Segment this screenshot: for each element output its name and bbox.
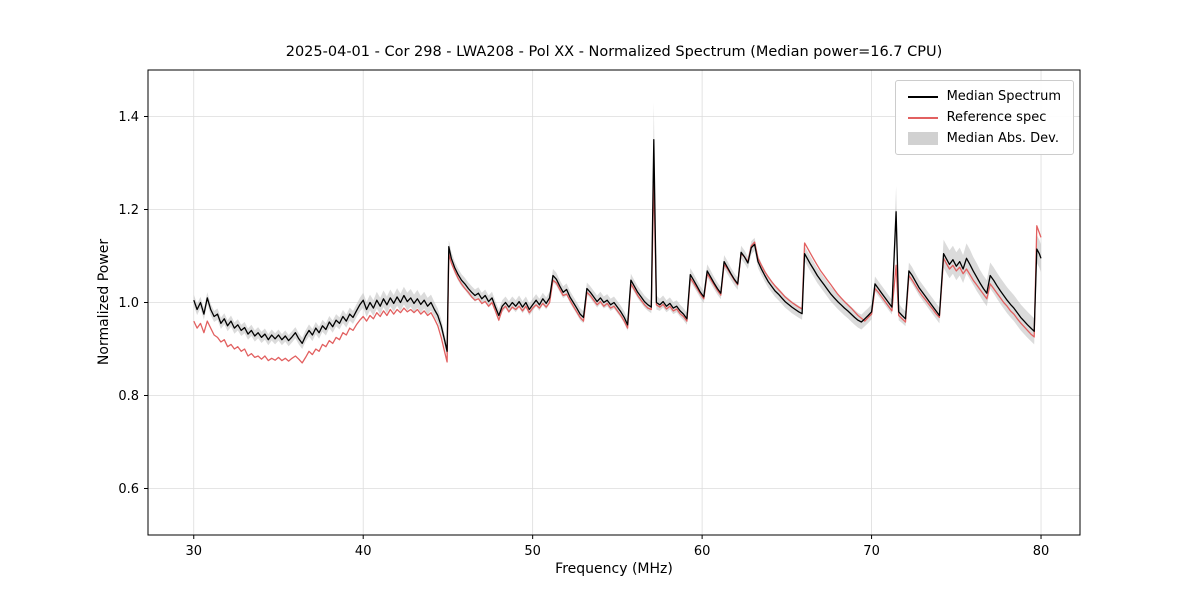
legend-label-median-abs-dev: Median Abs. Dev. xyxy=(946,131,1060,146)
mad-band-swatch xyxy=(907,132,938,145)
legend-item-median-spectrum: Median Spectrum xyxy=(907,89,1061,104)
y-tick-label: 1.0 xyxy=(118,296,139,311)
legend-item-reference-spec: Reference spec xyxy=(907,110,1061,125)
legend-label-median-spectrum: Median Spectrum xyxy=(946,89,1061,104)
x-tick-label: 50 xyxy=(524,544,541,559)
x-tick-label: 70 xyxy=(863,544,880,559)
y-axis-label: Normalized Power xyxy=(96,238,112,366)
x-tick-label: 60 xyxy=(694,544,711,559)
median-line-swatch xyxy=(907,95,938,98)
chart-title: 2025-04-01 - Cor 298 - LWA208 - Pol XX -… xyxy=(285,44,943,60)
x-axis-label: Frequency (MHz) xyxy=(555,561,673,577)
y-tick-label: 0.6 xyxy=(118,482,139,497)
legend-item-median-abs-dev: Median Abs. Dev. xyxy=(907,131,1061,146)
y-tick-label: 1.2 xyxy=(118,203,139,218)
y-tick-label: 0.8 xyxy=(118,389,139,404)
legend-label-reference-spec: Reference spec xyxy=(946,110,1047,125)
x-tick-label: 80 xyxy=(1033,544,1050,559)
x-tick-label: 30 xyxy=(185,544,202,559)
reference-line-swatch xyxy=(907,116,938,119)
y-tick-label: 1.4 xyxy=(118,110,139,125)
legend: Median Spectrum Reference spec Median Ab… xyxy=(894,80,1074,155)
x-tick-label: 40 xyxy=(355,544,372,559)
